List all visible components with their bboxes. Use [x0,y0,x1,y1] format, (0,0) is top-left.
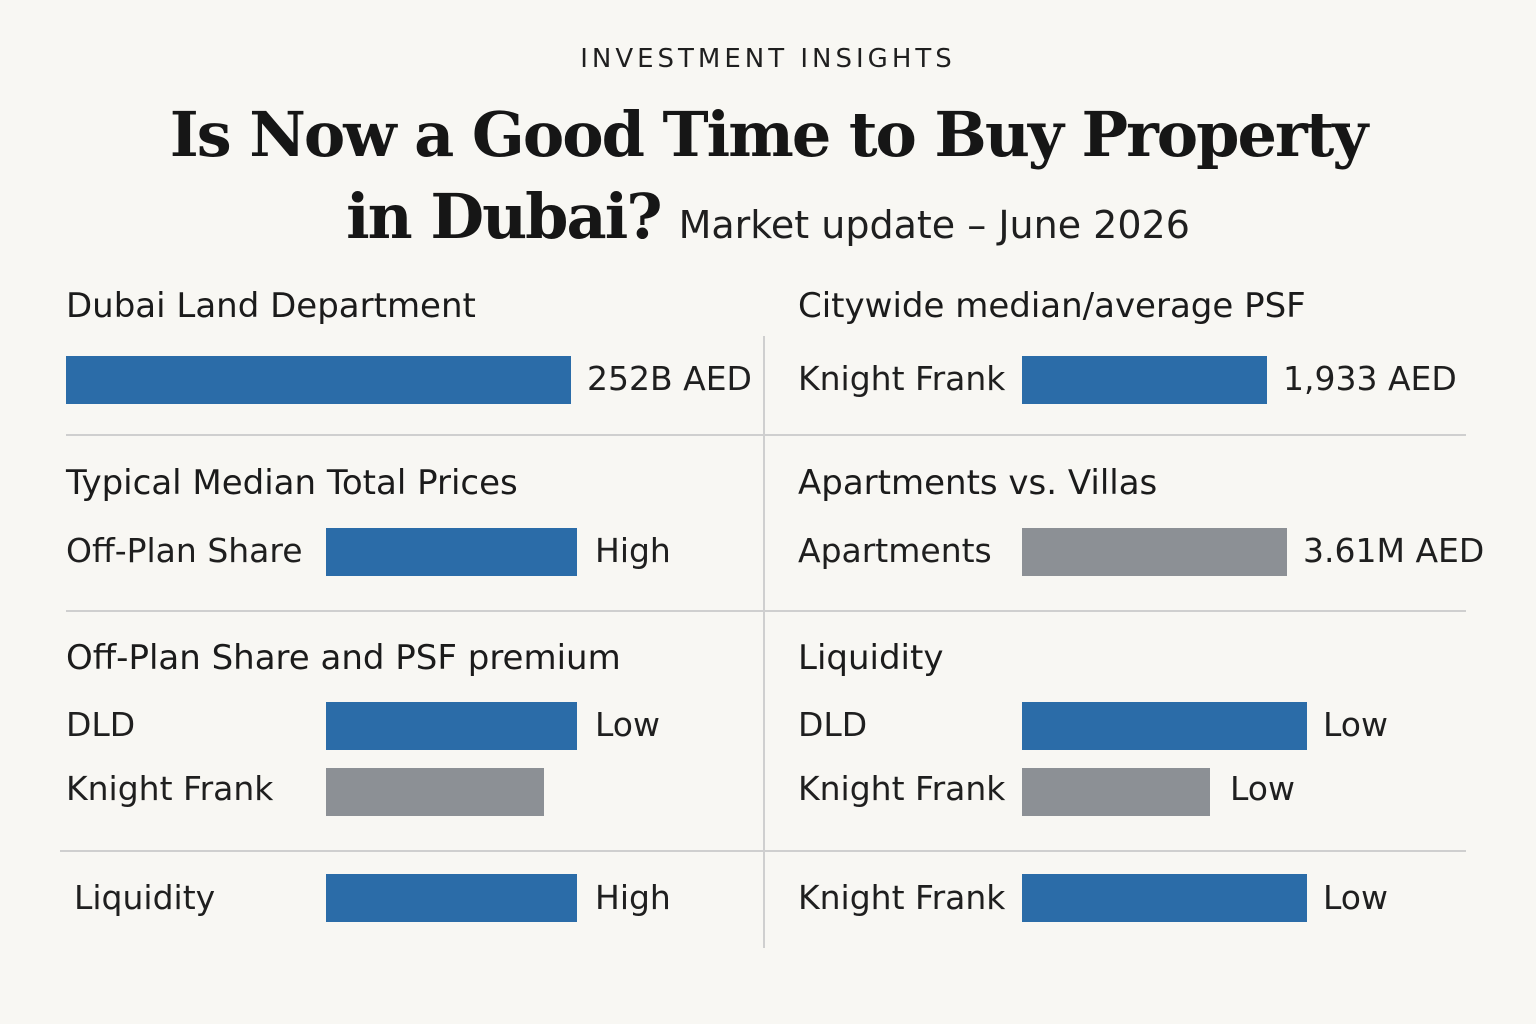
row-label: Knight Frank [798,769,1006,808]
row-divider-3 [60,850,1466,852]
bar-value-label: Low [595,705,660,744]
section-title: Citywide median/average PSF [798,286,1306,326]
bar [1022,528,1287,576]
bar [326,768,544,816]
bar [326,702,577,750]
row-divider-1 [66,434,1466,436]
eyebrow-label: INVESTMENT INSIGHTS [580,44,956,74]
bar-value-label: Low [1230,769,1295,808]
column-divider [763,336,765,948]
section-title: Apartments vs. Villas [798,463,1158,503]
row-label: Off-Plan Share [66,531,303,570]
bar-value-label: 3.61M AED [1303,531,1485,570]
bar-value-label: High [595,531,671,570]
row-label: Knight Frank [798,878,1006,917]
row-label: DLD [66,705,136,744]
bar [326,528,577,576]
bar [1022,874,1307,922]
row-label: Knight Frank [66,769,274,808]
page-title-line2: in Dubai? Market update – June 2026 [0,180,1536,253]
row-label: DLD [798,705,868,744]
page-subtitle: Market update – June 2026 [678,203,1190,247]
bar [1022,702,1307,750]
bar-value-label: High [595,878,671,917]
section-title: Off-Plan Share and PSF premium [66,638,621,678]
section-title: Dubai Land Department [66,286,476,326]
bar-value-label: Low [1323,878,1388,917]
bar-value-label: 252B AED [587,359,752,398]
section-title: Liquidity [798,638,944,678]
row-label: Liquidity [74,878,216,917]
row-label: Knight Frank [798,359,1006,398]
bar-value-label: Low [1323,705,1388,744]
row-divider-2 [66,610,1466,612]
bar [66,356,571,404]
section-title: Typical Median Total Prices [66,463,518,503]
bar [1022,356,1267,404]
bar [326,874,577,922]
bar [1022,768,1210,816]
page-title-continued: in Dubai? [346,180,662,253]
row-label: Apartments [798,531,992,570]
page-title: Is Now a Good Time to Buy Property [169,98,1369,171]
bar-value-label: 1,933 AED [1283,359,1457,398]
